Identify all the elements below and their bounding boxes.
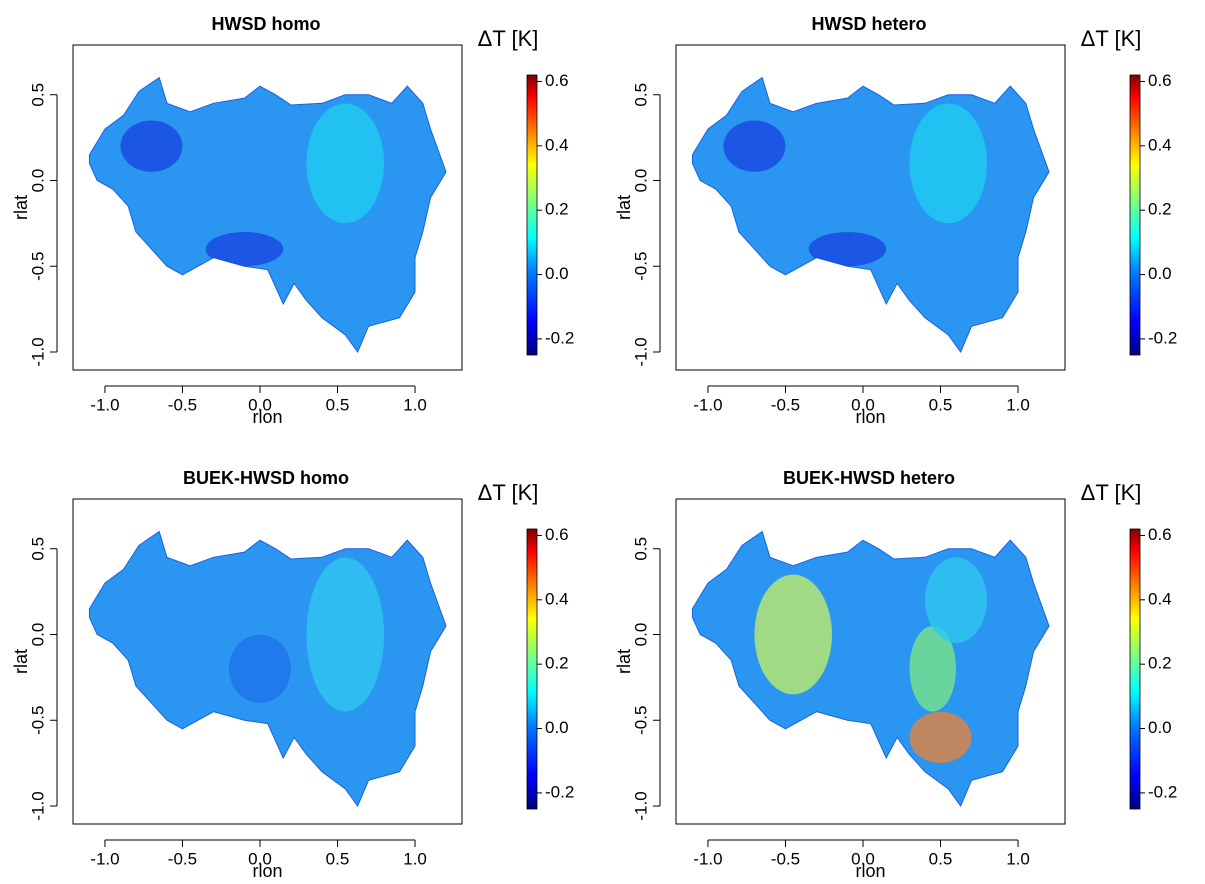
x-tick-label: -0.5 [771, 395, 800, 414]
y-tick-label: -1.0 [631, 791, 650, 820]
y-axis-label: rlat [11, 195, 31, 220]
map-region [88, 76, 447, 354]
colorbar-tick-label: 0.6 [1148, 525, 1172, 544]
y-axis-label: rlat [614, 649, 634, 674]
x-tick-label: -0.5 [168, 849, 197, 868]
x-tick-label: 1.0 [1006, 849, 1030, 868]
plot-frame [675, 498, 1066, 825]
x-tick-label: 0.5 [326, 849, 350, 868]
map-patch [925, 557, 988, 643]
colorbar-tick-label: 0.4 [1148, 135, 1172, 154]
x-axis-label: rlon [252, 861, 282, 881]
colorbar-tick-label: 0.4 [545, 589, 569, 608]
colorbar-label: ΔT [K] [478, 480, 539, 505]
plot-frame [675, 44, 1066, 371]
y-tick-label: 0.0 [28, 169, 47, 193]
colorbar-tick-label: 0.2 [1148, 200, 1172, 219]
x-axis-label: rlon [252, 407, 282, 427]
chart-title: HWSD homo [212, 14, 321, 34]
x-tick-label: 0.5 [929, 395, 953, 414]
x-axis-label: rlon [855, 407, 885, 427]
colorbar-tick-label: 0.6 [545, 525, 569, 544]
chart-title: BUEK-HWSD homo [183, 468, 349, 488]
colorbar-tick-label: 0.6 [1148, 71, 1172, 90]
map-patch [120, 120, 183, 172]
x-tick-label: 0.0 [248, 395, 272, 414]
colorbar-tick-label: -0.2 [1148, 782, 1177, 801]
x-tick-label: 0.0 [248, 849, 272, 868]
x-tick-label: 0.5 [929, 849, 953, 868]
colorbar-label: ΔT [K] [1081, 480, 1142, 505]
colorbar-label: ΔT [K] [478, 26, 539, 51]
colorbar-tick-label: 0.2 [545, 654, 569, 673]
y-tick-label: -0.5 [631, 706, 650, 735]
y-tick-label: 0.5 [631, 83, 650, 107]
map-patch [228, 634, 291, 703]
map-patch [909, 103, 988, 224]
y-tick-label: 0.5 [631, 537, 650, 561]
y-tick-label: -0.5 [28, 252, 47, 281]
colorbar-tick-label: 0.4 [1148, 589, 1172, 608]
x-tick-label: 1.0 [403, 849, 427, 868]
y-axis-label: rlat [614, 195, 634, 220]
chart-title: HWSD hetero [811, 14, 926, 34]
y-tick-label: 0.0 [631, 169, 650, 193]
colorbar-tick-label: 0.2 [545, 200, 569, 219]
y-tick-label: -1.0 [631, 337, 650, 366]
chart-title: BUEK-HWSD hetero [783, 468, 955, 488]
x-tick-label: -1.0 [693, 849, 722, 868]
colorbar-tick-label: 0.0 [1148, 718, 1172, 737]
x-tick-label: -1.0 [90, 395, 119, 414]
colorbar-label: ΔT [K] [1081, 26, 1142, 51]
y-tick-label: 0.0 [28, 623, 47, 647]
colorbar [526, 74, 538, 356]
x-tick-label: -0.5 [771, 849, 800, 868]
colorbar-tick-label: -0.2 [1148, 328, 1177, 347]
x-tick-label: 0.0 [851, 849, 875, 868]
colorbar-tick-label: -0.2 [545, 328, 574, 347]
colorbar [1129, 528, 1141, 810]
colorbar-tick-label: 0.0 [1148, 264, 1172, 283]
colorbar-tick-label: 0.0 [545, 718, 569, 737]
colorbar-tick-label: 0.4 [545, 135, 569, 154]
colorbar [526, 528, 538, 810]
colorbar-tick-label: -0.2 [545, 782, 574, 801]
colorbar-tick-label: 0.2 [1148, 654, 1172, 673]
y-tick-label: -1.0 [28, 337, 47, 366]
y-tick-label: 0.5 [28, 537, 47, 561]
colorbar-tick-label: 0.0 [545, 264, 569, 283]
map-patch [205, 231, 284, 267]
map-patch [754, 574, 832, 695]
x-tick-label: 0.5 [326, 395, 350, 414]
x-tick-label: 1.0 [1006, 395, 1030, 414]
map-region [691, 76, 1050, 354]
y-tick-label: -0.5 [631, 252, 650, 281]
colorbar [1129, 74, 1141, 356]
x-tick-label: -1.0 [693, 395, 722, 414]
map-patch [723, 120, 786, 172]
y-tick-label: -0.5 [28, 706, 47, 735]
map-patch [909, 626, 956, 712]
map-region [691, 530, 1050, 808]
plot-frame [72, 44, 463, 371]
plot-frame [72, 498, 463, 825]
y-axis-label: rlat [11, 649, 31, 674]
y-tick-label: -1.0 [28, 791, 47, 820]
colorbar-tick-label: 0.6 [545, 71, 569, 90]
map-patch [909, 711, 972, 764]
x-tick-label: 0.0 [851, 395, 875, 414]
y-tick-label: 0.5 [28, 83, 47, 107]
x-tick-label: 1.0 [403, 395, 427, 414]
map-patch [306, 557, 385, 712]
x-tick-label: -0.5 [168, 395, 197, 414]
y-tick-label: 0.0 [631, 623, 650, 647]
x-axis-label: rlon [855, 861, 885, 881]
map-patch [306, 103, 385, 224]
map-patch [808, 231, 887, 267]
x-tick-label: -1.0 [90, 849, 119, 868]
